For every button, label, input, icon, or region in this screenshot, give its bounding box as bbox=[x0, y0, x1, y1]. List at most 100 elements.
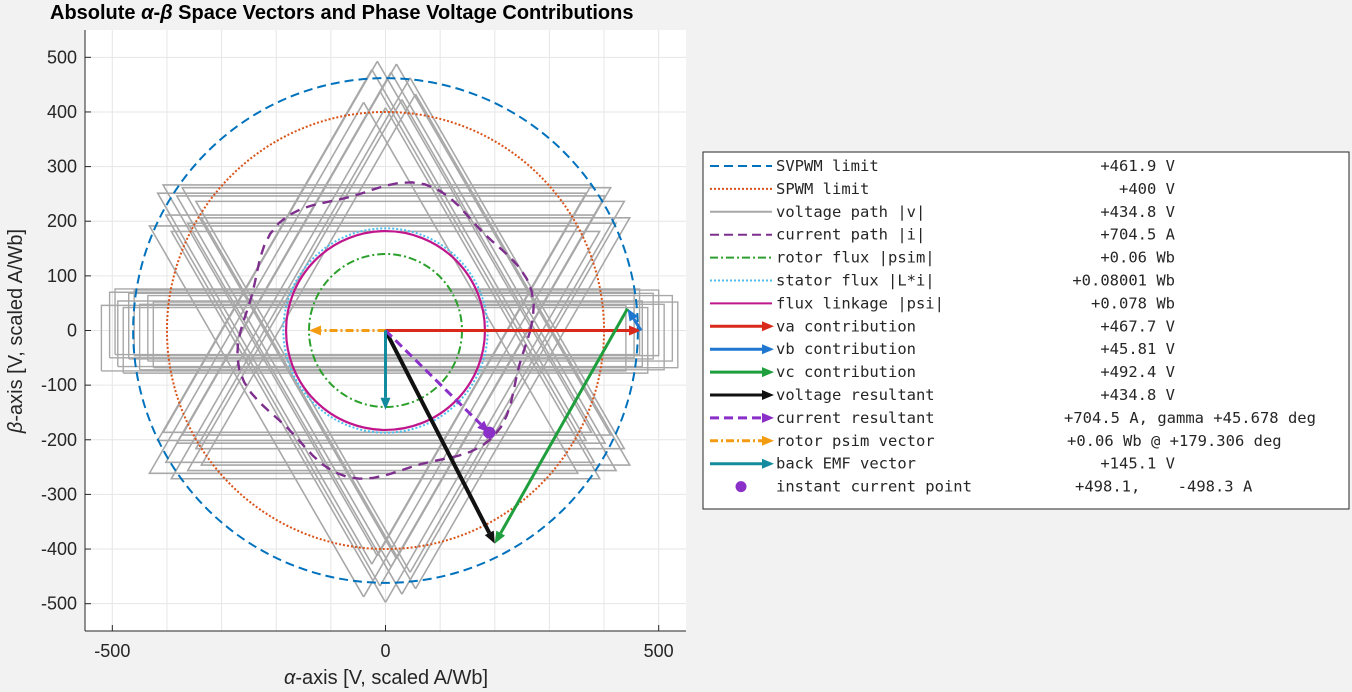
legend-label-vc: vc contribution bbox=[776, 363, 916, 381]
legend-arrow-vb bbox=[710, 344, 774, 355]
x-tick-label: 0 bbox=[380, 641, 390, 661]
voltage-path-trace bbox=[186, 99, 618, 472]
legend-label-ires: current resultant bbox=[776, 409, 935, 427]
y-tick-label: -100 bbox=[41, 375, 77, 395]
legend-symbol-ires bbox=[710, 412, 774, 423]
legend-arrow-vc bbox=[710, 367, 774, 378]
voltage-path-trace bbox=[199, 216, 632, 590]
x-axis-label: α-axis [V, scaled A/Wb] bbox=[284, 667, 488, 689]
y-tick-label: 500 bbox=[47, 47, 77, 67]
voltage-path-trace bbox=[161, 184, 593, 557]
legend-value-ipath: +704.5 A bbox=[1100, 226, 1175, 244]
legend-value-bemf: +145.1 V bbox=[1100, 455, 1175, 473]
y-tick-label: 200 bbox=[47, 211, 77, 231]
vector-v-a-contribution bbox=[385, 325, 642, 336]
legend-label-spwm: SPWM limit bbox=[776, 180, 869, 198]
legend-value-svpwm: +461.9 V bbox=[1100, 157, 1175, 175]
voltage-path-trace bbox=[128, 292, 654, 360]
y-tick-label: 100 bbox=[47, 266, 77, 286]
voltage-path-trace bbox=[194, 77, 626, 450]
legend-label-ipath: current path |i| bbox=[776, 226, 925, 244]
legend-arrow-vres-head bbox=[762, 390, 774, 400]
legend-symbol-ipoint bbox=[735, 481, 747, 493]
legend-label-vres: voltage resultant bbox=[776, 386, 935, 404]
legend-arrow-bemf bbox=[710, 458, 774, 469]
voltage-path-trace bbox=[180, 63, 612, 436]
legend-value-rotorpsi: +0.06 Wb @ +179.306 deg bbox=[1067, 432, 1282, 450]
vector-rotor-psi-m-vector bbox=[309, 325, 386, 336]
voltage-path-trace bbox=[114, 288, 641, 356]
voltage-path-trace bbox=[148, 101, 580, 475]
y-axis-label: β-axis [V, scaled A/Wb] bbox=[5, 229, 27, 434]
y-tick-label: 300 bbox=[47, 157, 77, 177]
legend-value-vpath: +434.8 V bbox=[1100, 203, 1175, 221]
instant-current-point bbox=[483, 426, 496, 439]
legend-label-rotorpsi: rotor psim vector bbox=[776, 432, 935, 450]
legend-arrow-vb-head bbox=[762, 344, 774, 355]
legend-value-vb: +45.81 V bbox=[1100, 340, 1175, 358]
voltage-path-trace bbox=[186, 222, 618, 595]
y-tick-label: -500 bbox=[41, 594, 77, 614]
legend-value-vc: +492.4 V bbox=[1100, 363, 1175, 381]
legend-label-svpwm: SVPWM limit bbox=[776, 157, 879, 175]
vector-v-b-contribution-shaft bbox=[632, 318, 643, 332]
legend-value-va: +467.7 V bbox=[1100, 317, 1175, 335]
legend-symbol-va bbox=[710, 321, 774, 332]
legend-box bbox=[702, 151, 1350, 510]
voltage-path-trace bbox=[122, 306, 649, 374]
y-tick-label: -300 bbox=[41, 484, 77, 504]
legend-arrow-va-head bbox=[762, 321, 774, 332]
legend-arrow-bemf-head bbox=[762, 458, 774, 469]
legend-arrow-vc-head bbox=[762, 367, 774, 378]
legend-symbol-rotorpsi bbox=[710, 435, 774, 446]
legend-symbol-vb bbox=[710, 344, 774, 355]
tick-labels: -500 0 500 500 400 300 200 100 0 -100 -200 -300 -400… bbox=[41, 47, 674, 661]
legend-label-rotorflux: rotor flux |psim| bbox=[776, 249, 935, 267]
x-tick-label: 500 bbox=[644, 641, 674, 661]
voltage-path-trace bbox=[138, 303, 665, 371]
voltage-path-trace bbox=[147, 294, 674, 362]
y-tick-label: -200 bbox=[41, 430, 77, 450]
voltage-path-trace bbox=[148, 225, 580, 598]
vector-voltage-resultant-head bbox=[484, 530, 495, 544]
legend-dot bbox=[735, 481, 747, 493]
legend-label-vpath: voltage path |v| bbox=[776, 203, 925, 221]
legend-arrow-rotorpsi bbox=[710, 435, 774, 446]
legend-label-fluxlink: flux linkage |psi| bbox=[776, 294, 944, 312]
legend-value-ipoint: +498.1, -498.3 A bbox=[1075, 478, 1253, 496]
y-tick-label: -400 bbox=[41, 539, 77, 559]
legend-arrow-vres bbox=[710, 390, 774, 400]
legend-symbol-bemf bbox=[710, 458, 774, 469]
legend-value-rotorflux: +0.06 Wb bbox=[1100, 249, 1175, 267]
legend-value-spwm: +400 V bbox=[1119, 180, 1175, 198]
y-tick-label: 400 bbox=[47, 102, 77, 122]
legend-arrow-ires-head bbox=[762, 412, 774, 423]
legend-label-bemf: back EMF vector bbox=[776, 455, 916, 473]
vector-back-emf-vector bbox=[380, 330, 391, 410]
voltage-path-trace bbox=[169, 107, 602, 480]
vector-v-c-contribution-shaft bbox=[499, 307, 629, 534]
legend-label-va: va contribution bbox=[776, 317, 916, 335]
legend-label-vb: vb contribution bbox=[776, 340, 916, 358]
legend-arrow-ires bbox=[710, 412, 774, 423]
vector-voltage-resultant-shaft bbox=[383, 329, 492, 534]
vector-v-c-contribution bbox=[494, 307, 629, 544]
legend-value-fluxlink: +0.078 Wb bbox=[1091, 294, 1175, 312]
legend-arrow-rotorpsi-head bbox=[762, 435, 774, 446]
legend-label-ipoint: instant current point bbox=[776, 478, 972, 496]
voltage-path-trace bbox=[152, 301, 679, 369]
voltage-path-trace bbox=[117, 300, 643, 368]
circle-current-path-i- bbox=[236, 181, 535, 480]
legend-value-statorflux: +0.08001 Wb bbox=[1072, 272, 1175, 290]
y-tick-label: 0 bbox=[67, 321, 77, 341]
voltage-path-trace bbox=[199, 93, 632, 466]
legend: SVPWM limit +461.9 V SPWM limit +400 V volta… bbox=[702, 151, 1350, 510]
voltage-path-trace bbox=[100, 304, 627, 372]
chart-title: Absolute α-β Space Vectors and Phase Vol… bbox=[50, 2, 633, 24]
legend-symbol-vres bbox=[710, 390, 774, 400]
vector-current-resultant-shaft bbox=[384, 329, 482, 426]
vector-back-emf-vector-head bbox=[380, 397, 391, 410]
legend-arrow-va bbox=[710, 321, 774, 332]
legend-value-ires: +704.5 A, gamma +45.678 deg bbox=[1064, 409, 1316, 427]
